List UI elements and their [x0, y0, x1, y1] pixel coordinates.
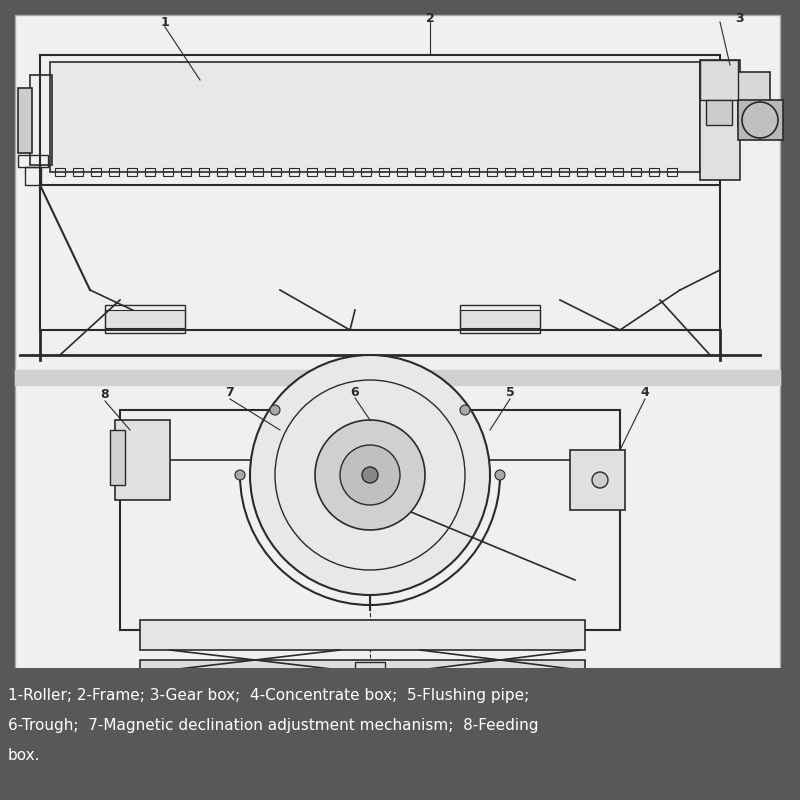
Bar — [109, 168, 119, 176]
Bar — [289, 168, 299, 176]
Bar — [15, 15, 780, 675]
Bar — [613, 168, 623, 176]
Bar — [469, 168, 479, 176]
Bar — [105, 310, 185, 328]
Circle shape — [315, 420, 425, 530]
Text: 1-Roller; 2-Frame; 3-Gear box;  4-Concentrate box;  5-Flushing pipe;: 1-Roller; 2-Frame; 3-Gear box; 4-Concent… — [8, 688, 530, 703]
Text: 4: 4 — [641, 386, 650, 399]
Circle shape — [362, 467, 378, 483]
Bar — [700, 60, 738, 100]
Bar — [700, 60, 740, 180]
Circle shape — [235, 470, 245, 480]
Bar — [25, 167, 41, 185]
Circle shape — [592, 472, 608, 488]
Circle shape — [250, 355, 490, 595]
Bar — [343, 168, 353, 176]
Text: 6-Trough;  7-Magnetic declination adjustment mechanism;  8-Feeding: 6-Trough; 7-Magnetic declination adjustm… — [8, 718, 538, 733]
Circle shape — [340, 445, 400, 505]
Circle shape — [742, 102, 778, 138]
Bar — [541, 168, 551, 176]
Bar — [307, 168, 317, 176]
Bar — [110, 430, 125, 485]
Bar — [271, 168, 281, 176]
Bar — [235, 168, 245, 176]
Bar — [362, 678, 378, 688]
Text: 2: 2 — [426, 11, 434, 25]
Bar — [0, 668, 800, 800]
Bar — [523, 168, 533, 176]
Text: 5: 5 — [506, 386, 514, 399]
Text: 1: 1 — [161, 15, 170, 29]
Bar — [595, 168, 605, 176]
Bar — [50, 62, 700, 172]
Bar — [361, 168, 371, 176]
Bar — [91, 168, 101, 176]
Bar — [145, 168, 155, 176]
Bar — [55, 168, 65, 176]
Bar — [30, 75, 52, 165]
Bar — [505, 168, 515, 176]
Text: 3: 3 — [736, 11, 744, 25]
Bar — [253, 168, 263, 176]
Bar — [397, 168, 407, 176]
Bar — [325, 168, 335, 176]
Bar — [105, 305, 185, 333]
Bar — [487, 168, 497, 176]
Bar — [631, 168, 641, 176]
Bar — [738, 100, 783, 140]
Bar — [379, 168, 389, 176]
Bar — [415, 168, 425, 176]
Bar — [127, 168, 137, 176]
Bar — [460, 305, 540, 333]
Bar — [667, 168, 677, 176]
Text: 8: 8 — [101, 389, 110, 402]
Bar — [577, 168, 587, 176]
Bar — [163, 168, 173, 176]
Bar — [706, 100, 732, 125]
Text: 6: 6 — [350, 386, 359, 398]
Bar — [355, 662, 385, 682]
Bar — [40, 55, 720, 185]
Bar — [570, 450, 625, 510]
Text: 7: 7 — [226, 386, 234, 399]
Bar — [73, 168, 83, 176]
Bar — [460, 310, 540, 328]
Text: box.: box. — [8, 748, 41, 763]
Circle shape — [270, 405, 280, 415]
Bar — [181, 168, 191, 176]
Bar — [738, 72, 770, 127]
Bar — [115, 420, 170, 500]
Bar — [18, 155, 48, 167]
Bar — [120, 410, 620, 630]
Bar — [140, 620, 585, 650]
Bar — [559, 168, 569, 176]
Circle shape — [495, 470, 505, 480]
Bar — [217, 168, 227, 176]
Bar — [433, 168, 443, 176]
Bar — [199, 168, 209, 176]
Bar — [451, 168, 461, 176]
Bar — [140, 660, 585, 672]
Bar — [18, 88, 32, 153]
Circle shape — [460, 405, 470, 415]
Bar — [649, 168, 659, 176]
